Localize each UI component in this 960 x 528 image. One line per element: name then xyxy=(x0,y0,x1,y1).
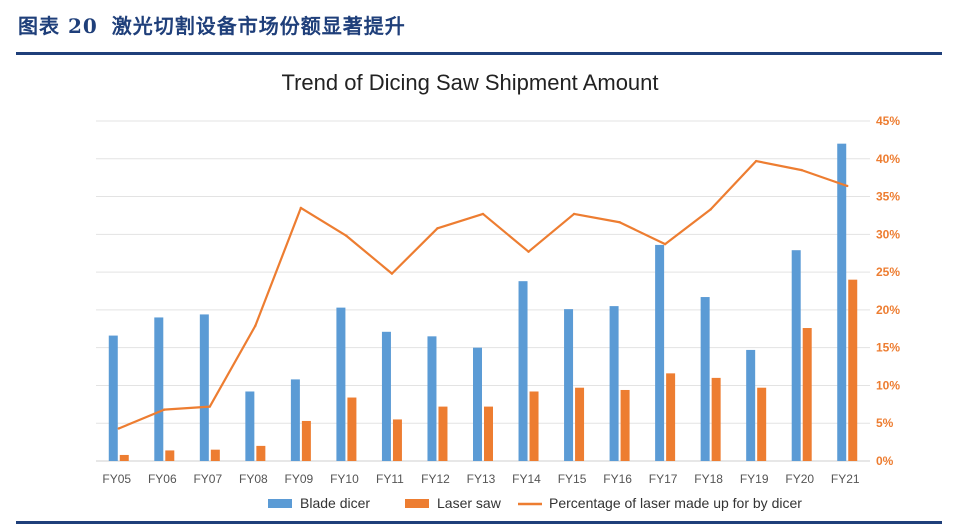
bar-blade-dicer xyxy=(108,335,118,461)
bar-blade-dicer xyxy=(154,317,164,461)
bar-blade-dicer xyxy=(564,309,574,461)
y-right-tick-label: 40% xyxy=(876,152,900,166)
line-point xyxy=(481,212,485,216)
bar-laser-saw xyxy=(757,387,767,461)
line-point xyxy=(208,405,212,408)
x-tick-label: FY21 xyxy=(831,472,860,486)
bar-blade-dicer xyxy=(837,143,847,461)
bar-blade-dicer xyxy=(427,336,437,461)
bar-laser-saw xyxy=(620,389,630,461)
bar-laser-saw xyxy=(438,406,448,461)
line-point xyxy=(390,272,394,275)
bar-blade-dicer xyxy=(791,250,801,461)
bar-blade-dicer xyxy=(518,281,528,461)
series-line-percentage xyxy=(118,159,848,430)
x-tick-label: FY10 xyxy=(330,472,359,486)
line-point xyxy=(846,184,849,188)
bar-blade-dicer xyxy=(245,391,255,461)
line-point xyxy=(709,208,712,211)
legend-swatch-blade xyxy=(268,499,292,508)
bar-laser-saw xyxy=(802,328,812,461)
y-right-tick-label: 30% xyxy=(876,227,900,241)
bar-blade-dicer xyxy=(609,306,619,461)
line-point xyxy=(618,221,621,224)
y-right-tick-label: 10% xyxy=(876,378,900,392)
legend-label-laser: Laser saw xyxy=(437,495,502,511)
bar-blade-dicer xyxy=(290,379,300,461)
y-right-tick-label: 35% xyxy=(876,190,900,204)
y-right-tick-label: 0% xyxy=(876,454,894,468)
bar-laser-saw xyxy=(711,377,721,461)
bar-laser-saw xyxy=(210,449,220,461)
line-point xyxy=(254,324,257,327)
bar-laser-saw xyxy=(347,397,357,461)
y-right-tick-label: 45% xyxy=(876,114,900,128)
line-point xyxy=(572,212,576,216)
legend-label-blade: Blade dicer xyxy=(300,495,370,511)
bar-laser-saw xyxy=(119,454,129,461)
x-tick-label: FY09 xyxy=(285,472,314,486)
x-tick-label: FY11 xyxy=(376,472,404,486)
x-tick-label: FY16 xyxy=(603,472,632,486)
x-tick-label: FY14 xyxy=(512,472,541,486)
figure-label: 图表 20 xyxy=(18,14,98,38)
bar-blade-dicer xyxy=(473,347,482,461)
bar-blade-dicer xyxy=(381,331,391,461)
y-right-tick-label: 25% xyxy=(876,265,900,279)
y-right-tick-label: 20% xyxy=(876,303,900,317)
bar-laser-saw xyxy=(848,279,858,461)
bar-blade-dicer xyxy=(655,244,665,461)
x-tick-label: FY20 xyxy=(785,472,814,486)
bar-blade-dicer xyxy=(700,297,710,461)
bar-blade-dicer xyxy=(336,307,346,461)
chart-title: Trend of Dicing Saw Shipment Amount xyxy=(281,70,659,95)
x-tick-label: FY05 xyxy=(102,472,131,486)
line-point xyxy=(663,242,667,246)
header-rule xyxy=(16,52,942,55)
legend-swatch-laser xyxy=(405,499,429,508)
legend-label-percentage: Percentage of laser made up for by dicer xyxy=(549,495,802,511)
x-tick-label: FY07 xyxy=(193,472,222,486)
line-point xyxy=(436,227,439,230)
x-tick-label: FY17 xyxy=(649,472,678,486)
line-point xyxy=(527,250,530,253)
figure-header: 图表 20 激光切割设备市场份额显著提升 xyxy=(18,10,420,39)
bar-laser-saw xyxy=(529,391,539,461)
x-tick-label: FY19 xyxy=(740,472,769,486)
bar-laser-saw xyxy=(256,445,266,461)
x-tick-label: FY08 xyxy=(239,472,268,486)
bar-laser-saw xyxy=(392,419,402,461)
y-right-tick-label: 5% xyxy=(876,416,894,430)
bar-blade-dicer xyxy=(746,349,756,461)
bar-blade-dicer xyxy=(199,314,209,461)
line-point xyxy=(754,159,758,163)
x-tick-label: FY18 xyxy=(694,472,723,486)
x-tick-label: FY13 xyxy=(467,472,496,486)
line-point xyxy=(345,234,348,238)
bar-laser-saw xyxy=(301,420,311,461)
footer-rule xyxy=(16,521,942,524)
figure-caption: 激光切割设备市场份额显著提升 xyxy=(111,14,406,38)
x-tick-label: FY12 xyxy=(421,472,450,486)
bar-laser-saw xyxy=(575,387,585,461)
line-point xyxy=(299,206,303,210)
bar-laser-saw xyxy=(484,406,493,461)
line-point xyxy=(163,408,166,411)
bar-laser-saw xyxy=(666,373,676,461)
y-right-tick-label: 15% xyxy=(876,341,900,355)
x-tick-label: FY15 xyxy=(558,472,587,486)
line-point xyxy=(117,427,120,430)
x-tick-label: FY06 xyxy=(148,472,177,486)
bar-laser-saw xyxy=(165,450,175,461)
line-point xyxy=(800,168,803,172)
